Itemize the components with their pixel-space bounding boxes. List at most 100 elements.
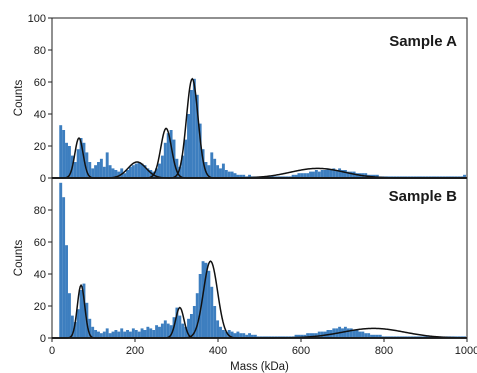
- histogram-bar-sample-a: [425, 176, 429, 178]
- histogram-bar-sample-a: [463, 174, 466, 178]
- histogram-bar-sample-b: [123, 331, 127, 338]
- histogram-bar-sample-b: [169, 325, 173, 338]
- histogram-bar-sample-b: [195, 293, 199, 338]
- histogram-bar-sample-b: [207, 270, 211, 338]
- histogram-bar-sample-a: [128, 166, 132, 178]
- histogram-bar-sample-a: [297, 173, 301, 178]
- histogram-bar-sample-b: [262, 336, 266, 338]
- histogram-bar-sample-a: [291, 174, 295, 178]
- histogram-bar-sample-b: [253, 334, 257, 338]
- histogram-bar-sample-a: [294, 174, 298, 178]
- histogram-bar-sample-a: [149, 170, 153, 178]
- histogram-bar-sample-a: [236, 174, 240, 178]
- histogram-bar-sample-b: [108, 333, 112, 338]
- histogram-bar-sample-b: [416, 336, 420, 338]
- gaussian-fit-sample-a-4: [52, 77, 467, 179]
- x-tick-label: 400: [209, 345, 227, 357]
- histogram-bar-sample-a: [67, 146, 71, 178]
- histogram-bar-sample-a: [343, 170, 347, 178]
- histogram-bar-sample-a: [309, 171, 312, 178]
- histogram-bar-sample-a: [457, 176, 461, 178]
- histogram-bar-sample-a: [105, 152, 109, 178]
- histogram-bar-sample-b: [425, 336, 429, 338]
- histogram-bar-sample-b: [390, 336, 394, 338]
- histogram-bar-sample-a: [111, 168, 115, 178]
- histogram-bar-sample-b: [97, 331, 100, 338]
- histogram-bar-sample-b: [201, 261, 205, 338]
- histogram-bar-sample-b: [309, 333, 312, 338]
- histogram-bar-sample-a: [431, 176, 435, 178]
- histogram-bar-sample-b: [88, 318, 92, 338]
- y-tick-label-sample-b: 80: [34, 205, 46, 217]
- x-tick-label: 200: [126, 345, 144, 357]
- histogram-bar-sample-b: [155, 325, 159, 338]
- histogram-bar-sample-a: [210, 152, 214, 178]
- histogram-bar-sample-a: [192, 78, 196, 178]
- histogram-bar-sample-b: [143, 330, 147, 338]
- histogram-bar-sample-a: [306, 173, 310, 178]
- histogram-bar-sample-b: [393, 336, 397, 338]
- histogram-bar-sample-a: [448, 176, 452, 178]
- histogram-bar-sample-b: [317, 331, 321, 338]
- histogram-bar-sample-a: [413, 176, 417, 178]
- histogram-bar-sample-a: [131, 165, 135, 178]
- histogram-bar-sample-a: [143, 165, 147, 178]
- panel-sample-a: 100 80 60 40 20 0 Sample A: [28, 13, 468, 185]
- histogram-bar-sample-b: [236, 331, 240, 338]
- x-tick-label: 800: [375, 345, 393, 357]
- histogram-bar-sample-a: [140, 163, 144, 178]
- histogram-bar-sample-b: [102, 331, 106, 338]
- histogram-bar-sample-a: [91, 168, 95, 178]
- histogram-bar-sample-b: [373, 334, 376, 338]
- histogram-bar-sample-b: [178, 315, 182, 338]
- histogram-bar-sample-a: [134, 163, 138, 178]
- histogram-bar-sample-a: [160, 155, 164, 178]
- histogram-bar-sample-a: [242, 174, 246, 178]
- histogram-bar-sample-a: [320, 170, 324, 178]
- histogram-bar-sample-b: [189, 314, 193, 338]
- histogram-bar-sample-b: [250, 334, 254, 338]
- histogram-bar-sample-a: [303, 173, 307, 178]
- histogram-bar-sample-a: [280, 176, 283, 178]
- histogram-bar-sample-b: [175, 307, 179, 338]
- x-tick-label: 1000: [455, 345, 477, 357]
- histogram-bar-sample-b: [146, 326, 150, 338]
- histogram-bar-sample-a: [88, 162, 92, 178]
- histogram-bar-sample-a: [189, 90, 193, 178]
- histogram-bar-sample-a: [274, 176, 278, 178]
- histogram-bar-sample-b: [364, 333, 368, 338]
- histogram-bar-sample-a: [117, 171, 121, 178]
- histogram-bar-sample-b: [413, 336, 417, 338]
- histogram-bar-sample-a: [355, 173, 359, 178]
- histogram-bar-sample-b: [268, 336, 272, 338]
- histogram-bar-sample-a: [158, 163, 161, 178]
- histogram-bar-sample-a: [230, 171, 234, 178]
- histogram-bar-sample-b: [378, 334, 382, 338]
- histogram-bar-sample-a: [97, 162, 100, 178]
- histogram-bar-sample-b: [192, 306, 196, 338]
- histogram-bar-sample-a: [239, 174, 243, 178]
- histogram-bar-sample-b: [198, 274, 202, 338]
- histogram-bar-sample-a: [314, 170, 318, 178]
- histogram-bar-sample-b: [224, 331, 228, 338]
- histogram-bar-sample-b: [239, 333, 243, 338]
- histogram-bar-sample-b: [358, 331, 362, 338]
- histogram-bar-sample-b: [361, 331, 365, 338]
- histogram-bar-sample-b: [303, 334, 307, 338]
- histogram-bar-sample-b: [248, 333, 251, 338]
- histogram-bar-sample-a: [195, 94, 199, 178]
- panel-title-sample-b: Sample B: [389, 188, 458, 205]
- histogram-bar-sample-a: [460, 176, 464, 178]
- histogram-bar-sample-a: [338, 168, 342, 178]
- histogram-bar-sample-a: [137, 162, 141, 178]
- y-tick-label-sample-b: 40: [34, 269, 46, 281]
- histogram-bar-sample-a: [219, 168, 222, 178]
- x-axis: 0 200 400 600 800 1000: [49, 338, 477, 357]
- histogram-bar-sample-b: [311, 333, 315, 338]
- histogram-bar-sample-a: [224, 170, 228, 178]
- histogram-bar-sample-a: [407, 176, 411, 178]
- histogram-bar-sample-a: [85, 152, 89, 178]
- histogram-bar-sample-b: [402, 336, 405, 338]
- histogram-bar-sample-b: [114, 330, 118, 338]
- histogram-bar-sample-b: [140, 328, 144, 338]
